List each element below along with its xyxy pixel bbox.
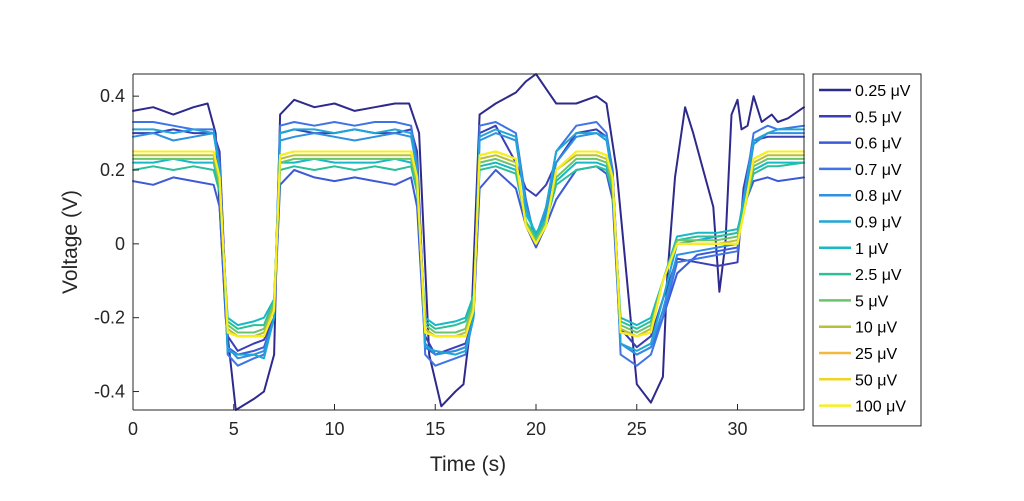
legend-label-3: 0.7 μV (855, 162, 902, 179)
y-tick-label: 0.4 (100, 86, 125, 106)
legend-label-1: 0.5 μV (855, 109, 902, 126)
series-layer (132, 73, 805, 411)
y-tick-label: -0.2 (94, 308, 125, 328)
legend-label-7: 2.5 μV (855, 267, 902, 284)
axes-layer: 0 5 10 15 20 25 30 -0.4 -0.2 0 0.2 0.4 (94, 73, 805, 439)
legend-label-12: 100 μV (855, 399, 906, 416)
legend: 0.25 μV 0.5 μV 0.6 μV 0.7 μV 0.8 μV 0.9 μV 1 μ… (812, 73, 922, 427)
y-tick-label: 0 (115, 234, 125, 254)
x-tick-label: 5 (229, 419, 239, 439)
y-axis-title: Voltage (V) (59, 190, 82, 294)
legend-box (812, 73, 922, 427)
legend-label-0: 0.25 μV (855, 83, 911, 100)
x-tick-label: 10 (324, 419, 344, 439)
legend-label-11: 50 μV (855, 372, 897, 389)
legend-label-2: 0.6 μV (855, 136, 902, 153)
x-tick-label: 25 (627, 419, 647, 439)
series-line-0 (132, 73, 805, 411)
legend-label-5: 0.9 μV (855, 215, 902, 232)
y-tick-label: 0.2 (100, 160, 125, 180)
plot-area-background (133, 74, 804, 410)
x-tick-label: 0 (128, 419, 138, 439)
legend-label-9: 10 μV (855, 320, 897, 337)
y-tick-label: -0.4 (94, 382, 125, 402)
x-tick-label: 30 (727, 419, 747, 439)
legend-label-8: 5 μV (855, 293, 889, 310)
legend-label-6: 1 μV (855, 241, 889, 258)
x-axis-title: Time (s) (430, 453, 506, 476)
x-tick-label: 15 (425, 419, 445, 439)
legend-label-4: 0.8 μV (855, 188, 902, 205)
series-line-12 (132, 150, 805, 338)
x-tick-label: 20 (526, 419, 546, 439)
legend-label-10: 25 μV (855, 346, 897, 363)
